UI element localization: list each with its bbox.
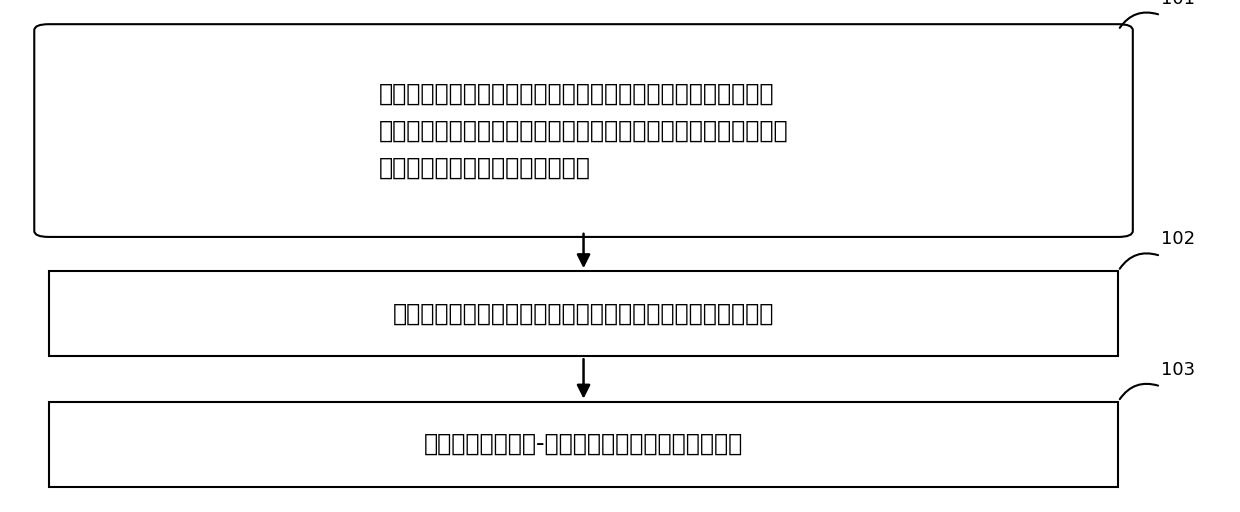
Text: 102: 102 [1161,230,1195,248]
Text: 将所述光信号经玻璃传输到光电倍加管，记录转换成的电信号: 将所述光信号经玻璃传输到光电倍加管，记录转换成的电信号 [393,302,774,326]
FancyBboxPatch shape [35,24,1133,237]
Text: 将掺入了预设比例的银的玻璃闪烁体与入射中子发生反应，反应
放出的能量损失在玻璃材料中，将使玻璃材料的原子核处于激发态
，退激时将发射出一定数量的光子: 将掺入了预设比例的银的玻璃闪烁体与入射中子发生反应，反应 放出的能量损失在玻璃材… [378,81,789,180]
Text: 101: 101 [1161,0,1195,8]
FancyBboxPatch shape [48,401,1118,487]
Text: 将电信号乘以注量-剂量转换系数得到中子剂量当量: 将电信号乘以注量-剂量转换系数得到中子剂量当量 [424,432,743,456]
FancyBboxPatch shape [48,271,1118,356]
Text: 103: 103 [1161,361,1195,379]
